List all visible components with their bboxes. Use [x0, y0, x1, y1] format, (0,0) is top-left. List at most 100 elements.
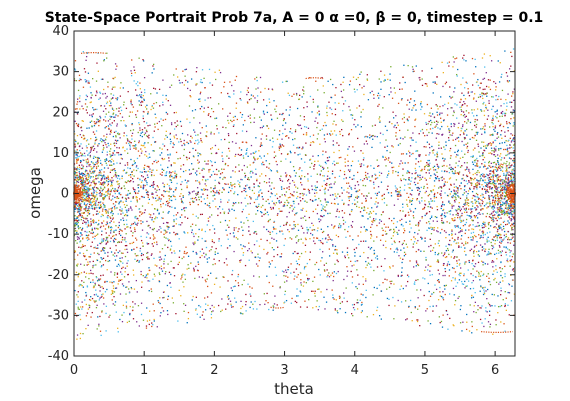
- scatter-point: [167, 200, 169, 202]
- scatter-point: [103, 193, 105, 196]
- scatter-point: [127, 193, 129, 195]
- scatter-point: [401, 162, 404, 164]
- scatter-point: [184, 179, 187, 181]
- scatter-point: [421, 216, 423, 218]
- scatter-point: [279, 145, 282, 147]
- scatter-point: [233, 235, 235, 237]
- scatter-point: [103, 198, 105, 200]
- scatter-point: [369, 134, 371, 136]
- scatter-point: [238, 228, 240, 230]
- scatter-point: [180, 165, 182, 167]
- scatter-point: [249, 233, 251, 236]
- scatter-point: [130, 288, 133, 290]
- scatter-point: [86, 312, 89, 314]
- scatter-point: [496, 132, 499, 134]
- scatter-point: [112, 254, 114, 256]
- scatter-point: [147, 273, 149, 275]
- scatter-point: [364, 185, 367, 187]
- scatter-point: [513, 70, 515, 72]
- scatter-point: [386, 145, 389, 147]
- scatter-point: [279, 130, 281, 132]
- scatter-point: [292, 252, 294, 255]
- scatter-point: [442, 274, 444, 277]
- scatter-point: [284, 293, 286, 296]
- scatter-point: [476, 182, 478, 184]
- scatter-point: [291, 205, 293, 207]
- scatter-point: [213, 306, 215, 308]
- scatter-point: [154, 123, 156, 125]
- scatter-point: [354, 255, 356, 257]
- scatter-point: [260, 142, 262, 144]
- scatter-point: [366, 178, 368, 180]
- scatter-point: [376, 192, 379, 195]
- scatter-point: [465, 128, 468, 131]
- scatter-point: [313, 276, 316, 278]
- scatter-point: [119, 87, 121, 89]
- scatter-point: [198, 228, 200, 231]
- scatter-point: [183, 252, 185, 254]
- scatter-point: [102, 144, 105, 147]
- scatter-point: [411, 109, 413, 111]
- scatter-point: [329, 134, 332, 136]
- scatter-point: [293, 220, 295, 223]
- scatter-point: [108, 316, 110, 318]
- scatter-point: [324, 187, 327, 189]
- scatter-point: [156, 209, 159, 212]
- scatter-point: [308, 192, 311, 194]
- scatter-point: [280, 201, 282, 203]
- scatter-point: [405, 300, 407, 302]
- scatter-point: [263, 213, 265, 216]
- scatter-point: [93, 300, 95, 302]
- scatter-point: [79, 240, 82, 242]
- scatter-point: [256, 100, 259, 102]
- scatter-point: [199, 213, 202, 216]
- scatter-point: [135, 197, 137, 199]
- scatter-point: [436, 76, 438, 78]
- scatter-point: [353, 303, 356, 306]
- scatter-point: [451, 205, 453, 207]
- scatter-point: [434, 284, 436, 286]
- scatter-point: [466, 82, 468, 84]
- scatter-point: [300, 181, 302, 184]
- scatter-point: [450, 190, 453, 193]
- scatter-point: [194, 242, 196, 244]
- scatter-point: [116, 273, 119, 275]
- scatter-point: [114, 188, 116, 190]
- scatter-point: [75, 80, 78, 82]
- scatter-point: [183, 139, 185, 142]
- scatter-point: [466, 122, 468, 124]
- scatter-point: [205, 180, 207, 182]
- scatter-point: [270, 170, 273, 172]
- scatter-point: [369, 263, 371, 265]
- scatter-point: [249, 293, 251, 295]
- scatter-point: [420, 101, 422, 103]
- scatter-point: [238, 147, 241, 149]
- scatter-point: [279, 230, 281, 233]
- scatter-point: [95, 122, 97, 125]
- scatter-point: [112, 287, 115, 290]
- scatter-point: [245, 153, 247, 155]
- scatter-point: [367, 165, 369, 167]
- scatter-point: [110, 185, 112, 187]
- scatter-point: [252, 152, 254, 154]
- scatter-point: [91, 229, 93, 232]
- scatter-point: [419, 325, 421, 327]
- scatter-point: [138, 140, 140, 142]
- scatter-point: [142, 59, 144, 61]
- scatter-point: [369, 137, 371, 139]
- scatter-point: [129, 146, 131, 148]
- scatter-point: [264, 87, 266, 90]
- scatter-point: [125, 219, 128, 221]
- scatter-point: [134, 191, 137, 194]
- scatter-point: [110, 189, 112, 191]
- scatter-point: [226, 155, 228, 157]
- scatter-point: [475, 185, 477, 187]
- scatter-point: [183, 154, 185, 157]
- scatter-point: [337, 260, 339, 263]
- scatter-point: [272, 137, 274, 139]
- scatter-point: [395, 226, 397, 228]
- scatter-point: [198, 181, 200, 183]
- scatter-point: [324, 206, 326, 208]
- scatter-point: [398, 192, 400, 194]
- scatter-point: [100, 168, 103, 171]
